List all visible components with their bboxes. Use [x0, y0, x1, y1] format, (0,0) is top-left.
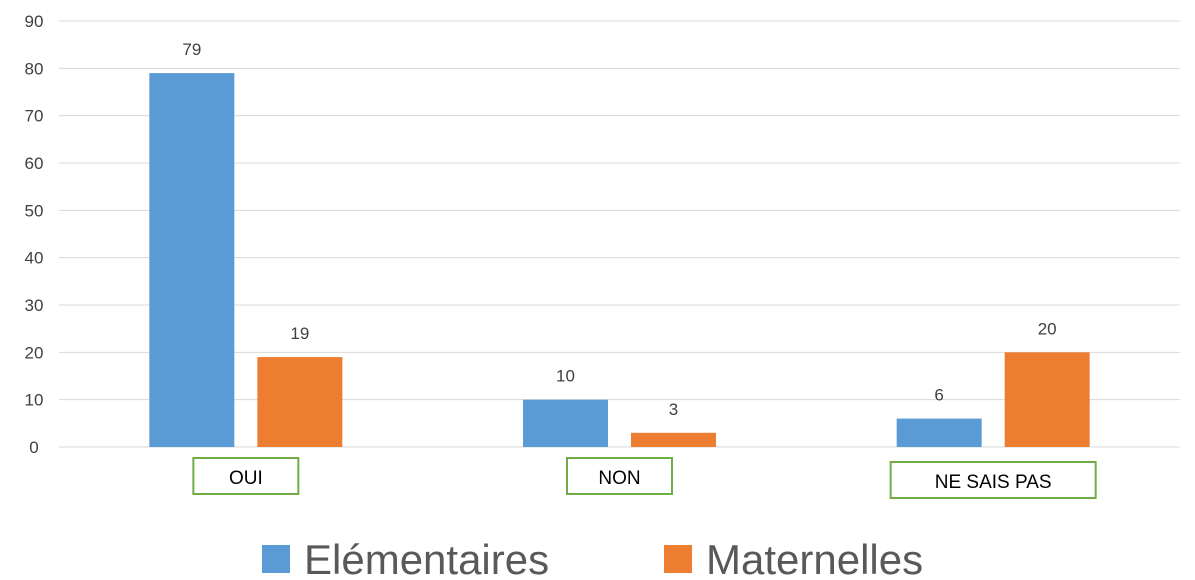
- y-tick-label: 80: [25, 59, 44, 78]
- category-label: OUI: [229, 468, 263, 489]
- y-tick-label: 70: [25, 107, 44, 126]
- legend-label: Maternelles: [706, 536, 923, 580]
- bars: [149, 73, 1090, 448]
- data-label: 10: [556, 367, 575, 386]
- gridlines: [59, 20, 1180, 448]
- y-tick-label: 0: [29, 438, 38, 457]
- category-label: NON: [598, 468, 640, 489]
- bar-elémentaires: [523, 399, 608, 447]
- data-label: 20: [1038, 319, 1057, 338]
- data-label: 79: [182, 40, 201, 59]
- legend: Elémentaires Maternelles: [262, 536, 923, 580]
- y-axis-ticks: 0 10 20 30 40 50 60 70 80 90: [25, 12, 44, 457]
- bar-elémentaires: [896, 418, 982, 447]
- y-tick-label: 90: [25, 12, 44, 31]
- data-label: 6: [934, 386, 943, 405]
- legend-label: Elémentaires: [304, 536, 549, 580]
- bar-elémentaires: [149, 73, 235, 448]
- y-tick-label: 60: [25, 154, 44, 173]
- category-box: [889, 461, 1097, 499]
- bar-maternelles: [631, 432, 716, 447]
- y-tick-label: 10: [25, 391, 44, 410]
- x-axis-categories: OUI NON NE SAIS PAS: [192, 457, 1097, 499]
- data-label: 19: [290, 324, 309, 343]
- category-label: NE SAIS PAS: [935, 472, 1052, 493]
- data-label: 3: [669, 400, 678, 419]
- y-tick-label: 50: [25, 201, 44, 220]
- category-box: [566, 457, 673, 495]
- legend-swatch: [664, 545, 692, 573]
- bar-maternelles: [1004, 352, 1090, 447]
- category-box: [192, 457, 300, 495]
- y-tick-label: 40: [25, 249, 44, 268]
- bar-maternelles: [257, 357, 343, 447]
- y-tick-label: 20: [25, 343, 44, 362]
- data-labels: 79 19 10 3 6 20: [182, 40, 1056, 419]
- legend-swatch: [262, 545, 290, 573]
- y-tick-label: 30: [25, 296, 44, 315]
